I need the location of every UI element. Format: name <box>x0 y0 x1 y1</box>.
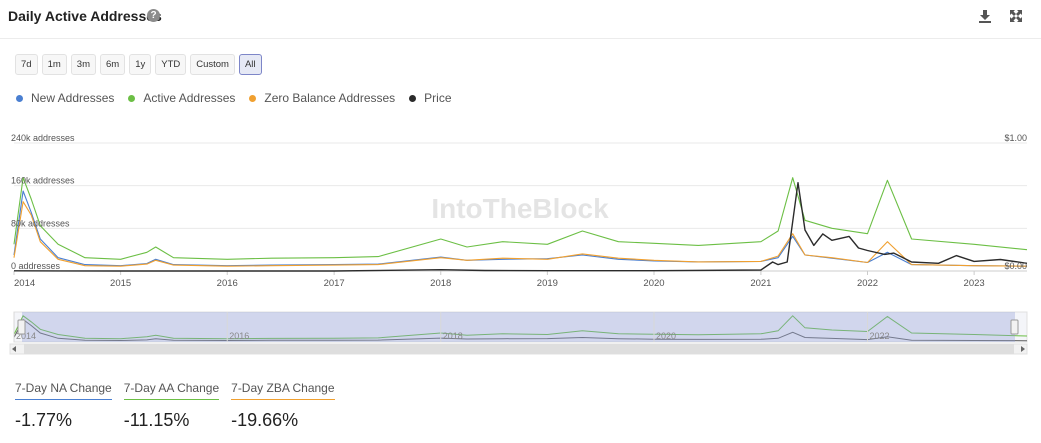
navigator-handle[interactable] <box>1010 319 1019 335</box>
series-line-zero-balance-addresses <box>13 201 1028 267</box>
scroll-right-icon[interactable] <box>1021 346 1025 352</box>
range-7d-button[interactable]: 7d <box>15 54 38 75</box>
stat-na-change: 7-Day NA Change -1.77% <box>15 381 112 431</box>
legend-label: Zero Balance Addresses <box>264 91 396 105</box>
chart-header: Daily Active Addresses ? <box>0 0 1041 39</box>
y-tick-label: 160k addresses <box>11 176 75 186</box>
chart-legend: New Addresses Active Addresses Zero Bala… <box>16 91 466 105</box>
legend-label: Price <box>424 91 452 105</box>
range-6m-button[interactable]: 6m <box>99 54 126 75</box>
range-1y-button[interactable]: 1y <box>129 54 152 75</box>
range-ytd-button[interactable]: YTD <box>155 54 187 75</box>
x-tick-label: 2021 <box>750 278 771 289</box>
range-custom-button[interactable]: Custom <box>190 54 235 75</box>
stat-label: 7-Day AA Change <box>123 381 220 400</box>
navigator-tick-label: 2014 <box>16 331 36 341</box>
y-right-tick-label: $1.00 <box>1004 133 1027 143</box>
x-tick-label: 2018 <box>430 278 451 289</box>
navigator-series-line <box>13 315 1028 340</box>
stat-value: -1.77% <box>15 410 73 430</box>
range-1m-button[interactable]: 1m <box>41 54 67 75</box>
x-tick-label: 2014 <box>14 278 35 289</box>
stat-label: 7-Day NA Change <box>15 381 112 400</box>
range-selector: 7d 1m 3m 6m 1y YTD Custom All <box>15 54 262 75</box>
x-tick-label: 2022 <box>857 278 878 289</box>
y-tick-label: 240k addresses <box>11 133 75 143</box>
series-line-price <box>13 182 1028 272</box>
navigator-selection[interactable] <box>22 312 1015 342</box>
stat-aa-change: 7-Day AA Change -11.15% <box>123 381 220 431</box>
navigator-tick-label: 2018 <box>443 331 463 341</box>
scrollbar-thumb[interactable] <box>24 344 1014 354</box>
navigator-background <box>13 311 1028 343</box>
y-right-tick-label: $0.00 <box>1004 261 1027 271</box>
navigator-handle[interactable] <box>17 319 26 335</box>
stat-zba-change: 7-Day ZBA Change -19.66% <box>231 381 335 431</box>
legend-swatch <box>409 94 417 102</box>
legend-swatch <box>249 94 257 102</box>
range-3m-button[interactable]: 3m <box>70 54 96 75</box>
help-icon[interactable]: ? <box>147 9 160 22</box>
fullscreen-icon[interactable] <box>1008 8 1024 24</box>
x-tick-label: 2016 <box>217 278 238 289</box>
legend-item-price[interactable]: Price <box>409 91 452 105</box>
stats-row: 7-Day NA Change -1.77% 7-Day AA Change -… <box>15 381 347 431</box>
x-tick-label: 2019 <box>537 278 558 289</box>
navigator-tick-label: 2016 <box>229 331 249 341</box>
navigator-series-line <box>13 318 1028 342</box>
download-icon[interactable] <box>977 8 993 24</box>
legend-swatch <box>16 94 23 102</box>
stat-value: -19.66% <box>231 410 299 430</box>
legend-label: New Addresses <box>31 91 115 105</box>
range-all-button[interactable]: All <box>238 54 262 75</box>
legend-item-zero-balance-addresses[interactable]: Zero Balance Addresses <box>249 91 395 105</box>
y-tick-label: 0 addresses <box>11 261 61 271</box>
scroll-left-icon[interactable] <box>12 346 16 352</box>
x-tick-label: 2023 <box>964 278 985 289</box>
series-line-active-addresses <box>13 177 1028 260</box>
legend-swatch <box>128 94 136 102</box>
y-tick-label: 80k addresses <box>11 218 70 228</box>
x-tick-label: 2020 <box>643 278 664 289</box>
legend-label: Active Addresses <box>143 91 236 105</box>
line-chart: IntoTheBlock 0 addresses 80k addresses 160… <box>9 133 1028 355</box>
legend-item-new-addresses[interactable]: New Addresses <box>16 91 114 105</box>
stat-label: 7-Day ZBA Change <box>231 381 335 400</box>
x-tick-label: 2017 <box>324 278 345 289</box>
legend-item-active-addresses[interactable]: Active Addresses <box>128 91 235 105</box>
x-tick-label: 2015 <box>110 278 131 289</box>
watermark-text: IntoTheBlock <box>431 193 609 224</box>
navigator-tick-label: 2020 <box>656 331 676 341</box>
stat-value: -11.15% <box>123 410 190 430</box>
navigator-tick-label: 2022 <box>870 331 890 341</box>
page-title: Daily Active Addresses <box>8 8 162 24</box>
